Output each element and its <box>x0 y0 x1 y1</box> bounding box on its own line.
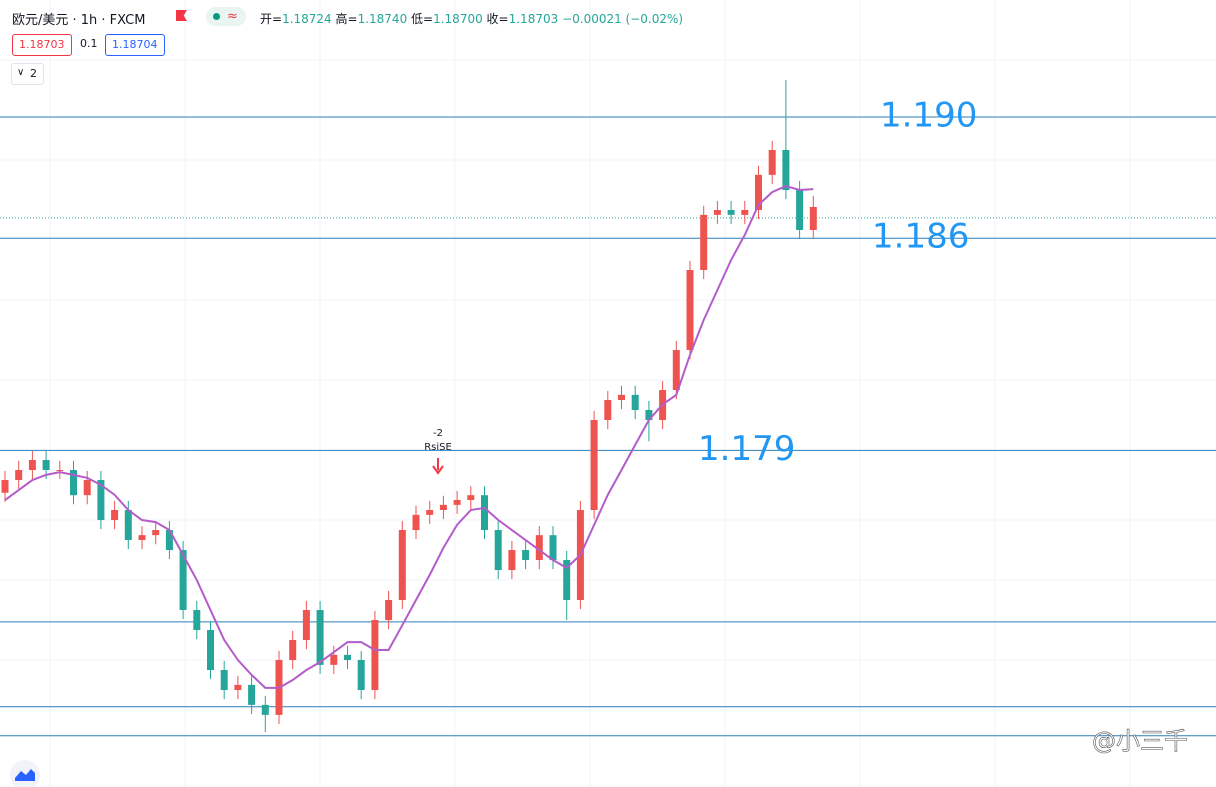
status-pill[interactable]: ≈ <box>206 7 246 26</box>
candle-body <box>768 150 776 175</box>
candle-body <box>590 420 598 511</box>
candle-body <box>439 504 447 511</box>
symbol: 欧元/美元 · 1h · FXCM <box>12 13 146 28</box>
candle-body <box>645 410 653 421</box>
indicator-count: 2 <box>30 67 37 80</box>
candle-body <box>412 514 420 531</box>
signal-value: -2 <box>433 428 443 439</box>
candle-body <box>220 670 228 691</box>
level-label: 1.190 <box>880 95 977 135</box>
candle-body <box>672 350 680 391</box>
sell-price[interactable]: 1.18703 <box>12 34 72 56</box>
candle-body <box>15 470 23 481</box>
candle-body <box>330 654 338 665</box>
candle-body <box>289 640 297 661</box>
candle-body <box>686 270 694 351</box>
ohlc-value: 1.18700 <box>433 12 483 26</box>
candle-body <box>741 210 749 215</box>
candle-body <box>727 210 735 215</box>
indicator-toggle[interactable]: ∨ 2 <box>11 63 44 85</box>
ohlc-value: 1.18703 <box>508 12 559 26</box>
status-dot <box>213 13 220 20</box>
ohlc-label: 开= <box>260 12 283 26</box>
candle-body <box>83 480 91 496</box>
level-label: 1.186 <box>872 217 969 257</box>
candle-body <box>549 535 557 561</box>
watermark-icon <box>1066 740 1089 756</box>
candle-body <box>56 470 64 472</box>
candle-body <box>796 190 804 231</box>
candle-body <box>398 530 406 601</box>
candle-body <box>385 600 393 621</box>
candle-body <box>426 510 434 515</box>
tradingview-logo <box>10 760 40 787</box>
candle-body <box>1 480 9 493</box>
candle-body <box>357 660 365 691</box>
ohlc-value: 1.18724 <box>282 12 332 26</box>
candle-body <box>700 214 708 271</box>
spread: 0.1 <box>80 37 98 50</box>
candle-body <box>604 400 612 421</box>
candle-body <box>453 500 461 505</box>
candle-body <box>618 394 625 401</box>
candle-body <box>193 610 201 631</box>
candle-body <box>371 620 379 691</box>
candle-body <box>535 535 543 561</box>
candle-body <box>234 684 242 691</box>
candle-body <box>111 510 119 521</box>
candle-body <box>631 394 639 411</box>
candle-body <box>28 460 36 471</box>
candle-body <box>467 495 475 501</box>
candle-body <box>261 704 269 715</box>
candle-body <box>508 550 516 571</box>
candle-body <box>563 560 571 601</box>
candle-body <box>316 610 324 665</box>
flag-icon[interactable] <box>176 10 187 21</box>
candle-body <box>152 530 160 536</box>
candle-body <box>124 510 132 541</box>
candle-body <box>713 210 721 215</box>
ohlc-label: 收= <box>486 12 509 26</box>
change: −0.00021 (−0.02%) <box>562 12 684 26</box>
candle-body <box>97 480 105 521</box>
candle-body <box>248 684 256 705</box>
signal-label: RsiSE <box>424 442 452 453</box>
ohlc-legend: 开=1.18724 高=1.18740 低=1.18700 收=1.18703 … <box>260 10 683 27</box>
levels: 1.190 1.186 1.179 <box>0 95 1216 737</box>
candle-body <box>809 206 817 231</box>
ohlc-value: 1.18740 <box>357 12 408 26</box>
candle-body <box>207 630 214 671</box>
candle-body <box>522 550 530 561</box>
ohlc-label: 高= <box>335 12 358 26</box>
candle-body <box>70 470 77 496</box>
candle-body <box>755 174 762 211</box>
level-label: 1.179 <box>698 429 795 469</box>
chevron: ∨ <box>17 67 25 78</box>
candle-body <box>494 530 502 571</box>
ohlc-label: 低= <box>411 12 434 26</box>
candle-body <box>344 654 351 661</box>
candle-body <box>42 460 50 471</box>
candle-body <box>179 550 187 611</box>
signal-arrow <box>432 458 444 475</box>
candle-body <box>782 150 790 191</box>
candle-body <box>138 535 146 541</box>
candle-body <box>165 530 173 551</box>
watermark: @小三千 <box>1092 727 1188 755</box>
candles <box>1 80 817 733</box>
buy-price[interactable]: 1.18704 <box>105 34 165 56</box>
candle-body <box>302 610 310 641</box>
status-icon: ≈ <box>227 9 238 24</box>
moving-average <box>4 185 814 689</box>
overlay: -2 RsiSE <box>4 185 814 689</box>
candle-body <box>481 495 488 531</box>
